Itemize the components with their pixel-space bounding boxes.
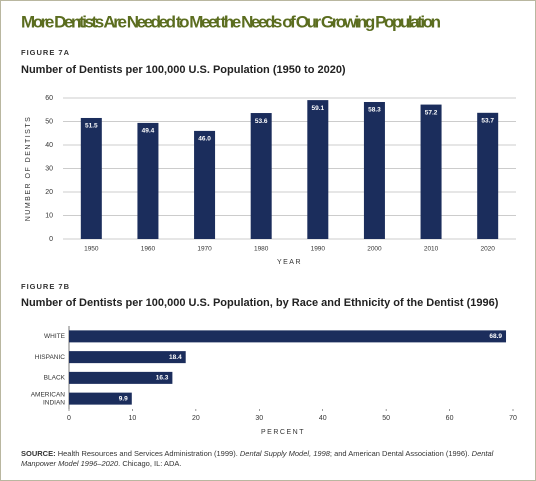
y-tick-label: WHITE xyxy=(44,333,66,340)
value-label: 49.4 xyxy=(142,128,155,135)
y-tick-label: BLACK xyxy=(44,375,66,382)
x-tick-label: 1990 xyxy=(311,246,326,253)
y-tick-label: 60 xyxy=(45,95,53,102)
bar xyxy=(69,371,173,384)
x-tick-label: 1960 xyxy=(141,246,156,253)
bar xyxy=(80,117,102,239)
source-text: Health Resources and Services Administra… xyxy=(57,449,240,458)
x-tick-label: 1970 xyxy=(197,246,212,253)
x-axis-label: PERCENT xyxy=(261,429,305,436)
x-tick-label: 2020 xyxy=(480,246,495,253)
y-tick-label: 0 xyxy=(49,236,53,243)
x-tick-label: 20 xyxy=(192,415,200,422)
chart-title: Number of Dentists per 100,000 U.S. Popu… xyxy=(21,64,346,76)
label-line: AMERICAN xyxy=(31,391,66,398)
value-label: 46.0 xyxy=(198,136,211,143)
x-tick-label: 1980 xyxy=(254,246,269,253)
value-label: 16.3 xyxy=(156,375,169,382)
bar xyxy=(137,122,159,239)
bar xyxy=(307,100,329,240)
source-text: Dental Supply Model, 1998 xyxy=(239,449,330,458)
label-line: INDIAN xyxy=(43,399,65,406)
y-tick-label: AMERICAN INDIAN xyxy=(31,391,66,406)
value-label: 68.9 xyxy=(489,333,502,340)
y-tick-label: HISPANIC xyxy=(35,354,66,361)
bar xyxy=(477,112,499,239)
y-tick-label: 40 xyxy=(45,142,53,149)
value-label: 58.3 xyxy=(368,107,381,114)
bar xyxy=(420,104,442,239)
source-label: SOURCE: xyxy=(21,449,56,458)
source-note: SOURCE: Health Resources and Services Ad… xyxy=(21,449,501,469)
value-label: 9.9 xyxy=(119,395,128,402)
x-tick-label: 1950 xyxy=(84,246,99,253)
bar xyxy=(69,392,132,405)
chart-title: Number of Dentists per 100,000 U.S. Popu… xyxy=(21,297,499,309)
x-tick-label: 40 xyxy=(319,415,327,422)
value-label: 57.2 xyxy=(425,109,438,116)
x-tick-label: 2000 xyxy=(367,246,382,253)
x-tick-label: 0 xyxy=(67,415,71,422)
value-label: 51.5 xyxy=(85,123,98,130)
bar xyxy=(250,113,272,239)
x-tick-label: 30 xyxy=(255,415,263,422)
y-tick-label: 20 xyxy=(45,189,53,196)
bar xyxy=(69,330,507,343)
x-tick-label: 60 xyxy=(446,415,454,422)
bar xyxy=(69,351,186,364)
value-label: 53.7 xyxy=(481,118,494,125)
bar xyxy=(194,130,216,239)
x-tick-label: 2010 xyxy=(424,246,439,253)
source-text: . Chicago, IL: ADA. xyxy=(118,459,182,468)
figure-label: FIGURE 7B xyxy=(21,282,70,291)
value-label: 53.6 xyxy=(255,118,268,125)
page-title: More Dentists Are Needed to Meet the Nee… xyxy=(21,12,441,31)
value-label: 18.4 xyxy=(169,354,182,361)
y-tick-label: 30 xyxy=(45,165,53,172)
x-tick-label: 10 xyxy=(129,415,137,422)
source-text: ; and American Dental Association (1996)… xyxy=(329,449,472,458)
source-text: Dental Manpower Model 1996–2020 xyxy=(21,449,494,468)
y-tick-label: 10 xyxy=(45,212,53,219)
x-tick-label: 50 xyxy=(382,415,390,422)
x-tick-label: 70 xyxy=(509,415,517,422)
figure-label: FIGURE 7A xyxy=(21,48,70,57)
value-label: 59.1 xyxy=(311,105,324,112)
y-axis-label: NUMBER OF DENTISTS xyxy=(25,116,32,222)
x-axis-label: YEAR xyxy=(277,259,302,266)
bar xyxy=(363,101,385,240)
y-tick-label: 50 xyxy=(45,118,53,125)
